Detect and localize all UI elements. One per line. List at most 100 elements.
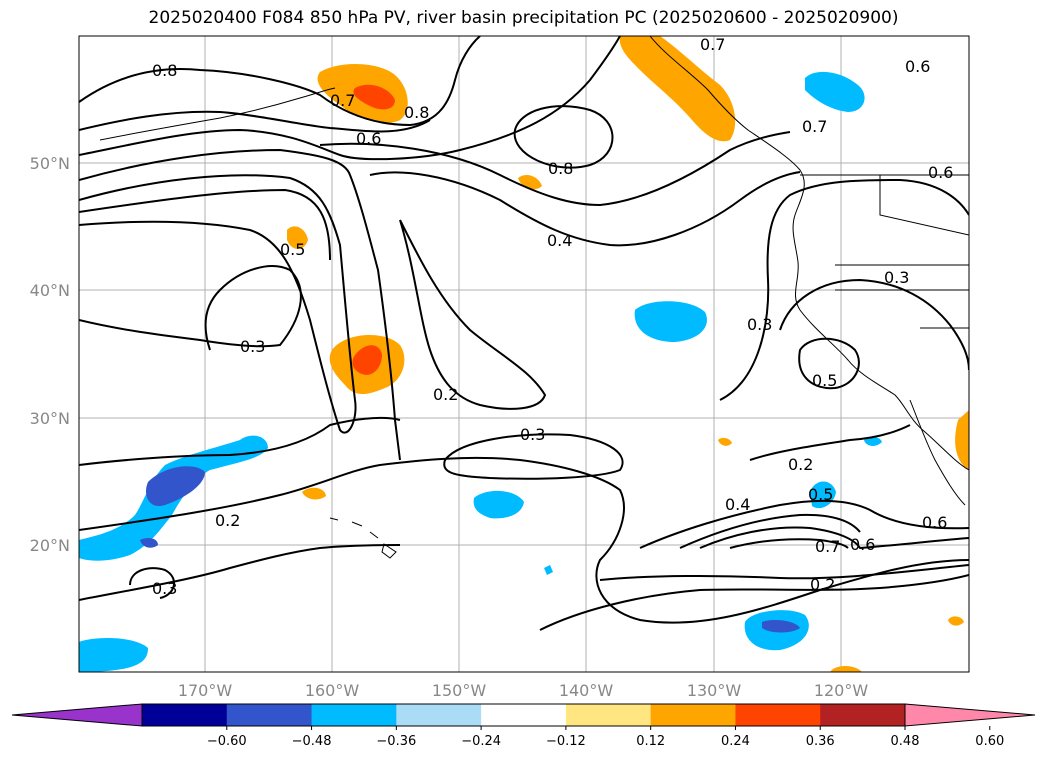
colorbar-outline <box>141 703 906 727</box>
contour-label: 0.6 <box>928 163 953 182</box>
contour-0.7 <box>729 538 849 549</box>
positive-anomaly-patch <box>718 437 732 446</box>
positive-anomaly-core <box>353 84 395 110</box>
colorbar-tick-label: −0.60 <box>207 734 247 749</box>
hawaii-islands <box>329 517 397 559</box>
contour-0.5 <box>679 513 861 549</box>
negative-anomaly-core <box>762 620 800 633</box>
contour-label: 0.2 <box>215 511 240 530</box>
colorbar-tick-label: 0.24 <box>721 734 750 749</box>
contour-0.4 <box>779 278 969 371</box>
lon-tick-label: 150°W <box>432 681 487 700</box>
colorbar-tick-label: −0.12 <box>546 734 586 749</box>
contour-label: 0.3 <box>747 315 772 334</box>
contour-0.5 <box>798 337 860 390</box>
contour-label: 0.7 <box>700 35 725 54</box>
contour-0.6 <box>699 526 969 550</box>
contour-0.5 <box>319 131 791 207</box>
contour-0.2 <box>599 564 969 581</box>
contour-label: 0.5 <box>808 485 833 504</box>
colorbar-segment <box>142 704 228 726</box>
negative-anomaly-patch <box>864 436 882 446</box>
negative-anomaly-patch <box>634 301 707 342</box>
colorbar-segment <box>226 704 313 726</box>
contour-label: 0.7 <box>330 91 355 110</box>
contour-0.2 <box>79 544 401 601</box>
lat-tick-label: 30°N <box>30 409 70 428</box>
us-border <box>800 174 969 329</box>
positive-anomaly-patch <box>302 487 326 500</box>
contour-0.2 <box>129 567 175 599</box>
negative-anomaly-patch <box>544 565 553 575</box>
contour-label: 0.7 <box>815 537 840 556</box>
contour-label: 0.7 <box>802 117 827 136</box>
contour-0.2 <box>749 424 911 461</box>
colorbar-tick-label: 0.48 <box>891 734 920 749</box>
contour-0.4 <box>79 188 331 261</box>
colorbar-segment <box>820 704 906 726</box>
map-border <box>78 35 970 673</box>
positive-anomaly-core <box>352 345 382 375</box>
gridlines <box>79 36 969 672</box>
colorbar-tick-label: −0.36 <box>376 734 416 749</box>
contour-0.4 <box>369 171 801 247</box>
lat-tick-label: 20°N <box>30 536 70 555</box>
contour-0.3 <box>539 574 969 631</box>
colorbar-extend-max <box>904 703 1036 727</box>
contour-label: 0.6 <box>850 535 875 554</box>
contour-0.8 <box>513 105 614 169</box>
colorbar-tick-label: −0.24 <box>461 734 501 749</box>
contour-label: 0.8 <box>548 159 573 178</box>
colorbar-segment <box>396 704 482 726</box>
contour-0.6 <box>79 36 621 161</box>
colorbar-segment <box>565 704 652 726</box>
lat-tick-label: 40°N <box>30 281 70 300</box>
colorbar-segment <box>481 704 567 726</box>
map-area <box>79 36 969 672</box>
colorbar-segment <box>311 704 397 726</box>
colorbar-segment <box>650 704 736 726</box>
contour-label: 0.4 <box>725 495 750 514</box>
lon-tick-label: 120°W <box>814 681 869 700</box>
contour-label: 0.2 <box>788 455 813 474</box>
positive-anomaly-patch <box>287 226 308 249</box>
contour-0.7 <box>79 110 431 133</box>
contour-0.3 <box>719 178 969 401</box>
alaska-coast <box>649 36 969 471</box>
negative-anomaly-patch <box>805 71 865 112</box>
latitude-ticks: 50°N 40°N 30°N 20°N <box>30 154 70 555</box>
contour-labels: 0.8 0.7 0.6 0.8 0.8 0.7 0.6 0.7 0.6 0.4 … <box>152 35 953 598</box>
longitude-ticks: 170°W 160°W 150°W 140°W 130°W 120°W <box>178 681 869 700</box>
pv-contours <box>79 36 969 631</box>
contour-label: 0.8 <box>404 103 429 122</box>
contour-0.3 <box>79 265 302 351</box>
contour-label: 0.3 <box>240 337 265 356</box>
baja-peninsula <box>909 399 966 506</box>
contour-label: 0.5 <box>280 240 305 259</box>
lon-tick-label: 160°W <box>305 681 360 700</box>
negative-anomaly-patch <box>473 490 524 519</box>
contour-0.2 <box>79 456 969 624</box>
contour-label: 0.8 <box>152 61 177 80</box>
negative-anomaly-core <box>145 466 205 507</box>
contour-label: 0.3 <box>884 268 909 287</box>
lat-tick-label: 50°N <box>30 154 70 173</box>
contour-label: 0.5 <box>812 371 837 390</box>
contour-label: 0.6 <box>922 513 947 532</box>
contour-label: 0.3 <box>520 425 545 444</box>
colorbar-extend-min <box>11 703 143 727</box>
lon-tick-label: 140°W <box>559 681 614 700</box>
colorbar-segment <box>735 704 821 726</box>
precip-shading <box>79 36 969 672</box>
lon-tick-label: 130°W <box>687 681 742 700</box>
contour-0.3 <box>79 416 401 466</box>
negative-anomaly-core <box>140 537 158 548</box>
colorbar: −0.60 −0.48 −0.36 −0.24 −0.12 0.12 0.24 0.36 0.4… <box>11 703 1036 749</box>
contour-label: 0.4 <box>547 231 572 250</box>
colorbar-tick-label: 0.60 <box>975 734 1004 749</box>
contour-0.3 <box>443 433 624 480</box>
contour-label: 0.3 <box>152 579 177 598</box>
lon-tick-label: 170°W <box>178 681 233 700</box>
contour-0.3 <box>399 219 547 410</box>
